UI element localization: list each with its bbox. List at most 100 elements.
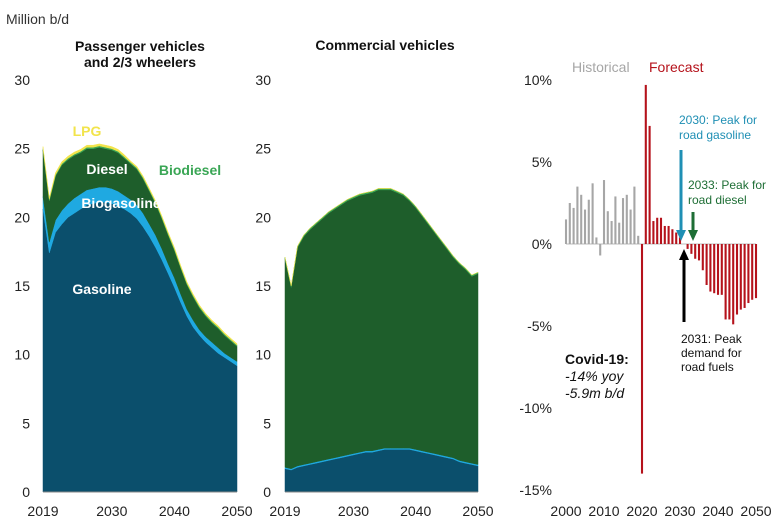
passenger-y-tick-label: 25 — [14, 141, 30, 157]
passenger-y-tick-label: 10 — [14, 347, 30, 363]
passenger-area-gasoline — [42, 201, 238, 493]
growth-bar-2013 — [614, 196, 617, 244]
growth-y-tick-label: 10% — [524, 72, 552, 88]
growth-bar-2042 — [724, 244, 727, 320]
annotation-peak-fuels-line-2: demand for — [681, 346, 742, 360]
arrow-peak-gasoline-head — [676, 230, 686, 241]
passenger-x-tick-label: 2030 — [96, 503, 127, 519]
growth-bar-2015 — [621, 198, 625, 244]
annotation-peak-gasoline-line-2: road gasoline — [679, 128, 751, 142]
commercial-vehicles-panel: Commercial vehicles 0 5 10 15 20 25 30 2019 203… — [255, 37, 493, 519]
growth-bar-2016 — [625, 194, 628, 244]
passenger-y-ticks: 0 5 10 15 20 25 30 — [14, 72, 30, 500]
growth-bar-2035 — [697, 244, 701, 261]
growth-bar-2022 — [648, 125, 651, 244]
commercial-area-lpg — [284, 188, 479, 287]
commercial-y-tick-label: 30 — [255, 72, 271, 88]
label-biodiesel: Biodiesel — [159, 162, 221, 178]
passenger-x-tick-label: 2040 — [159, 503, 190, 519]
passenger-x-tick-label: 2019 — [27, 503, 58, 519]
commercial-title: Commercial vehicles — [315, 37, 455, 53]
commercial-y-tick-label: 5 — [263, 415, 271, 431]
arrow-peak-diesel-head — [688, 230, 698, 241]
growth-y-tick-label: -10% — [519, 400, 552, 416]
commercial-area-diesel — [284, 189, 479, 469]
growth-bar-2019 — [637, 235, 640, 244]
commercial-y-tick-label: 25 — [255, 141, 271, 157]
growth-panel: Historical Forecast 10% 5% 0% -5% -10% -15% 2… — [519, 59, 771, 519]
growth-bar-2010 — [602, 180, 606, 244]
annotation-peak-fuels-line-3: road fuels — [681, 360, 734, 374]
growth-bar-2017 — [629, 209, 632, 244]
growth-bar-2033 — [690, 244, 693, 254]
growth-bar-2040 — [716, 244, 720, 295]
commercial-x-tick-label: 2050 — [462, 503, 493, 519]
annotation-peak-diesel-line-2: road diesel — [688, 193, 747, 207]
growth-bar-2047 — [743, 244, 746, 308]
growth-bar-2043 — [728, 244, 731, 320]
unit-label: Million b/d — [6, 11, 69, 27]
annotation-peak-fuels-line-1: 2031: Peak — [681, 332, 743, 346]
commercial-x-tick-label: 2040 — [400, 503, 431, 519]
growth-x-tick-label: 2020 — [626, 503, 657, 519]
growth-bar-2006 — [587, 199, 590, 244]
growth-bar-2028 — [671, 229, 674, 244]
covid-yoy: -14% yoy — [565, 368, 624, 384]
growth-y-tick-label: -5% — [527, 318, 552, 334]
commercial-x-tick-label: 2030 — [338, 503, 369, 519]
growth-bar-2008 — [595, 237, 598, 244]
commercial-x-ticks: 2019 2030 2040 2050 — [269, 503, 493, 519]
growth-bar-2027 — [667, 225, 670, 244]
growth-bar-2046 — [739, 244, 742, 310]
growth-bar-2003 — [576, 186, 579, 244]
growth-bar-2039 — [713, 244, 716, 294]
growth-bar-2030 — [678, 237, 682, 244]
passenger-x-tick-label: 2050 — [221, 503, 252, 519]
commercial-y-tick-label: 20 — [255, 209, 271, 225]
growth-bar-2034 — [694, 244, 697, 259]
passenger-y-tick-label: 0 — [22, 484, 30, 500]
growth-bar-2018 — [633, 186, 636, 244]
growth-y-tick-label: -15% — [519, 482, 552, 498]
passenger-y-tick-label: 5 — [22, 415, 30, 431]
growth-bar-2044 — [732, 244, 735, 325]
growth-x-tick-label: 2010 — [588, 503, 619, 519]
growth-x-tick-label: 2030 — [664, 503, 695, 519]
growth-bars — [564, 84, 758, 474]
annotation-peak-diesel-line-1: 2033: Peak for — [688, 178, 766, 192]
commercial-areas — [284, 188, 479, 493]
growth-y-tick-label: 5% — [532, 154, 552, 170]
commercial-y-ticks: 0 5 10 15 20 25 30 — [255, 72, 271, 500]
growth-y-ticks: 10% 5% 0% -5% -10% -15% — [519, 72, 552, 498]
growth-bar-2023 — [652, 221, 655, 244]
covid-volume: -5.9m b/d — [565, 385, 625, 401]
growth-x-ticks: 2000 2010 2020 2030 2040 2050 — [550, 503, 771, 519]
passenger-area-lpg — [42, 143, 238, 346]
legend-historical: Historical — [572, 59, 630, 75]
growth-bar-2025 — [659, 217, 663, 244]
label-lpg: LPG — [73, 123, 102, 139]
growth-bar-2004 — [580, 194, 583, 244]
annotation-peak-gasoline-line-1: 2030: Peak for — [679, 113, 757, 127]
growth-bar-2020 — [640, 244, 644, 474]
growth-bar-2011 — [606, 211, 609, 244]
commercial-x-tick-label: 2019 — [269, 503, 300, 519]
growth-bar-2026 — [663, 225, 666, 244]
growth-bar-2045 — [735, 244, 739, 315]
growth-bar-2009 — [599, 244, 602, 256]
growth-bar-2000 — [564, 219, 568, 244]
commercial-y-tick-label: 15 — [255, 278, 271, 294]
passenger-y-tick-label: 30 — [14, 72, 30, 88]
growth-bar-2049 — [751, 244, 754, 300]
commercial-y-tick-label: 0 — [263, 484, 271, 500]
legend-forecast: Forecast — [649, 59, 704, 75]
growth-bar-2007 — [591, 183, 594, 244]
growth-x-tick-label: 2050 — [740, 503, 771, 519]
growth-bar-2037 — [705, 244, 708, 285]
growth-bar-2021 — [644, 84, 647, 244]
growth-bar-2001 — [568, 203, 571, 244]
growth-y-tick-label: 0% — [532, 236, 552, 252]
growth-bar-2029 — [675, 232, 678, 244]
